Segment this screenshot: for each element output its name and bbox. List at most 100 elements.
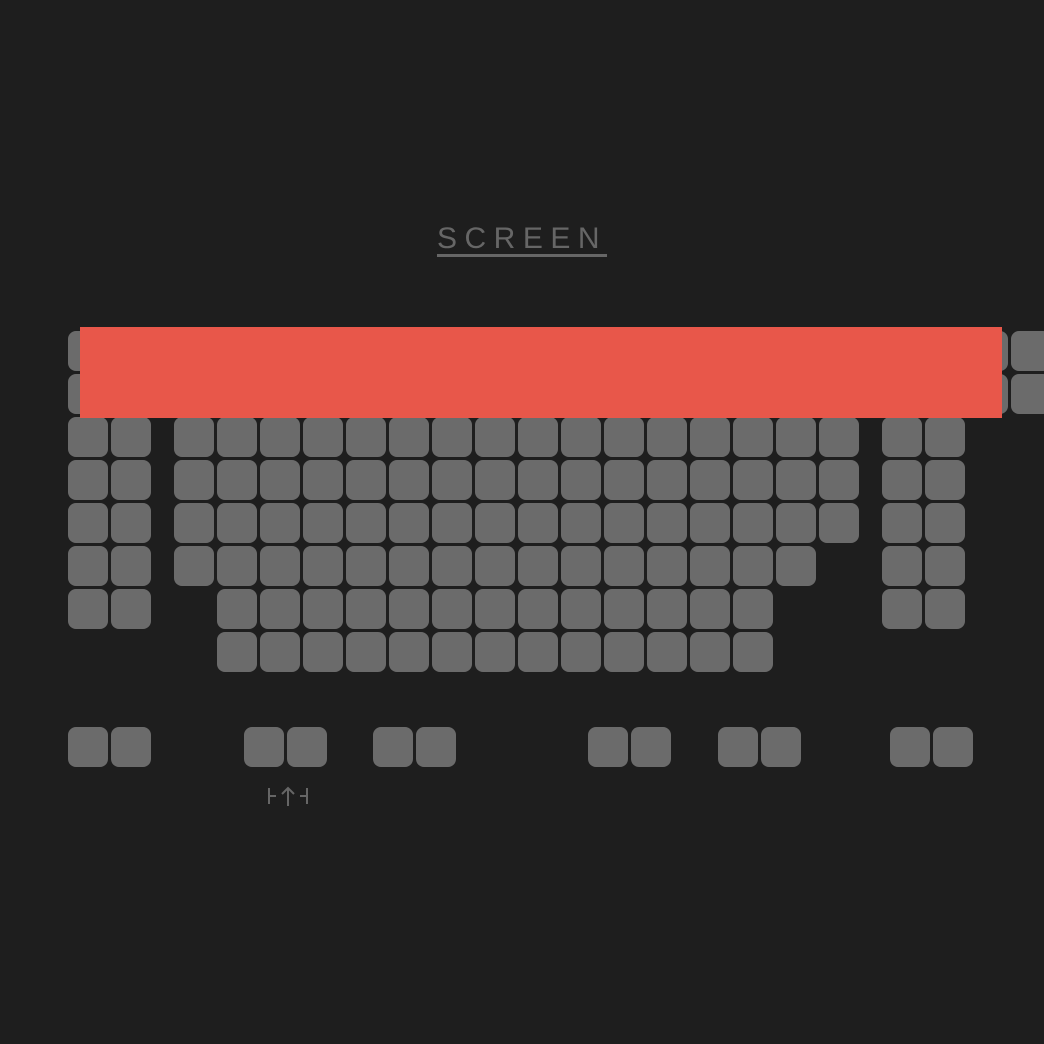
- seat-pair[interactable]: [588, 727, 628, 767]
- seat[interactable]: [733, 589, 773, 629]
- seat[interactable]: [1011, 331, 1044, 371]
- seat[interactable]: [475, 460, 515, 500]
- seat[interactable]: [561, 546, 601, 586]
- seat[interactable]: [432, 417, 472, 457]
- seat[interactable]: [690, 589, 730, 629]
- seat[interactable]: [518, 632, 558, 672]
- seat[interactable]: [346, 417, 386, 457]
- seat[interactable]: [432, 589, 472, 629]
- seat[interactable]: [882, 503, 922, 543]
- seat[interactable]: [217, 546, 257, 586]
- seat[interactable]: [111, 589, 151, 629]
- seat-pair[interactable]: [68, 727, 108, 767]
- seat[interactable]: [518, 546, 558, 586]
- seat[interactable]: [925, 503, 965, 543]
- seat[interactable]: [647, 632, 687, 672]
- seat[interactable]: [389, 503, 429, 543]
- seat[interactable]: [647, 546, 687, 586]
- seat[interactable]: [518, 589, 558, 629]
- seat[interactable]: [432, 503, 472, 543]
- seat[interactable]: [475, 417, 515, 457]
- seat-pair[interactable]: [416, 727, 456, 767]
- seat[interactable]: [925, 417, 965, 457]
- seat[interactable]: [174, 460, 214, 500]
- seat[interactable]: [561, 589, 601, 629]
- seat-pair[interactable]: [631, 727, 671, 767]
- seat[interactable]: [432, 546, 472, 586]
- seat[interactable]: [174, 546, 214, 586]
- seat[interactable]: [925, 589, 965, 629]
- seat[interactable]: [604, 460, 644, 500]
- seat[interactable]: [432, 632, 472, 672]
- seat[interactable]: [303, 417, 343, 457]
- seat[interactable]: [68, 417, 108, 457]
- seat[interactable]: [260, 460, 300, 500]
- seat[interactable]: [174, 503, 214, 543]
- seat-pair[interactable]: [244, 727, 284, 767]
- seat[interactable]: [346, 546, 386, 586]
- seat[interactable]: [518, 503, 558, 543]
- seat-pair[interactable]: [761, 727, 801, 767]
- seat[interactable]: [776, 546, 816, 586]
- seat[interactable]: [733, 503, 773, 543]
- seat[interactable]: [475, 546, 515, 586]
- seat[interactable]: [111, 417, 151, 457]
- seat[interactable]: [174, 417, 214, 457]
- seat-pair[interactable]: [287, 727, 327, 767]
- seat[interactable]: [690, 417, 730, 457]
- seat-pair[interactable]: [933, 727, 973, 767]
- seat[interactable]: [68, 503, 108, 543]
- seat-pair[interactable]: [718, 727, 758, 767]
- seat[interactable]: [68, 460, 108, 500]
- seat[interactable]: [346, 460, 386, 500]
- seat[interactable]: [690, 460, 730, 500]
- seat[interactable]: [604, 503, 644, 543]
- seat[interactable]: [882, 546, 922, 586]
- seat[interactable]: [346, 632, 386, 672]
- seat[interactable]: [733, 460, 773, 500]
- seat[interactable]: [217, 417, 257, 457]
- seat[interactable]: [68, 546, 108, 586]
- seat[interactable]: [217, 460, 257, 500]
- seat[interactable]: [690, 546, 730, 586]
- seat[interactable]: [925, 546, 965, 586]
- seat[interactable]: [303, 589, 343, 629]
- seat[interactable]: [68, 589, 108, 629]
- seat[interactable]: [776, 417, 816, 457]
- seat[interactable]: [389, 546, 429, 586]
- seat[interactable]: [776, 503, 816, 543]
- seat[interactable]: [561, 503, 601, 543]
- seat[interactable]: [111, 503, 151, 543]
- seat[interactable]: [604, 632, 644, 672]
- seat[interactable]: [518, 460, 558, 500]
- seat[interactable]: [733, 546, 773, 586]
- seat[interactable]: [111, 460, 151, 500]
- seat[interactable]: [475, 632, 515, 672]
- seat[interactable]: [346, 589, 386, 629]
- seat-pair[interactable]: [111, 727, 151, 767]
- seat-pair[interactable]: [890, 727, 930, 767]
- seat[interactable]: [882, 417, 922, 457]
- seat[interactable]: [604, 589, 644, 629]
- seat[interactable]: [733, 417, 773, 457]
- seat[interactable]: [217, 589, 257, 629]
- seat[interactable]: [303, 460, 343, 500]
- seat[interactable]: [776, 460, 816, 500]
- seat[interactable]: [260, 546, 300, 586]
- seat[interactable]: [647, 417, 687, 457]
- seat[interactable]: [389, 417, 429, 457]
- seat[interactable]: [303, 503, 343, 543]
- seat[interactable]: [475, 589, 515, 629]
- seat[interactable]: [819, 503, 859, 543]
- seat[interactable]: [432, 460, 472, 500]
- selection-overlay[interactable]: [80, 327, 1002, 418]
- seat[interactable]: [389, 460, 429, 500]
- seat[interactable]: [647, 460, 687, 500]
- seat[interactable]: [647, 589, 687, 629]
- seat[interactable]: [260, 589, 300, 629]
- seat[interactable]: [604, 546, 644, 586]
- seat[interactable]: [561, 632, 601, 672]
- seat[interactable]: [819, 417, 859, 457]
- seat[interactable]: [647, 503, 687, 543]
- seat[interactable]: [518, 417, 558, 457]
